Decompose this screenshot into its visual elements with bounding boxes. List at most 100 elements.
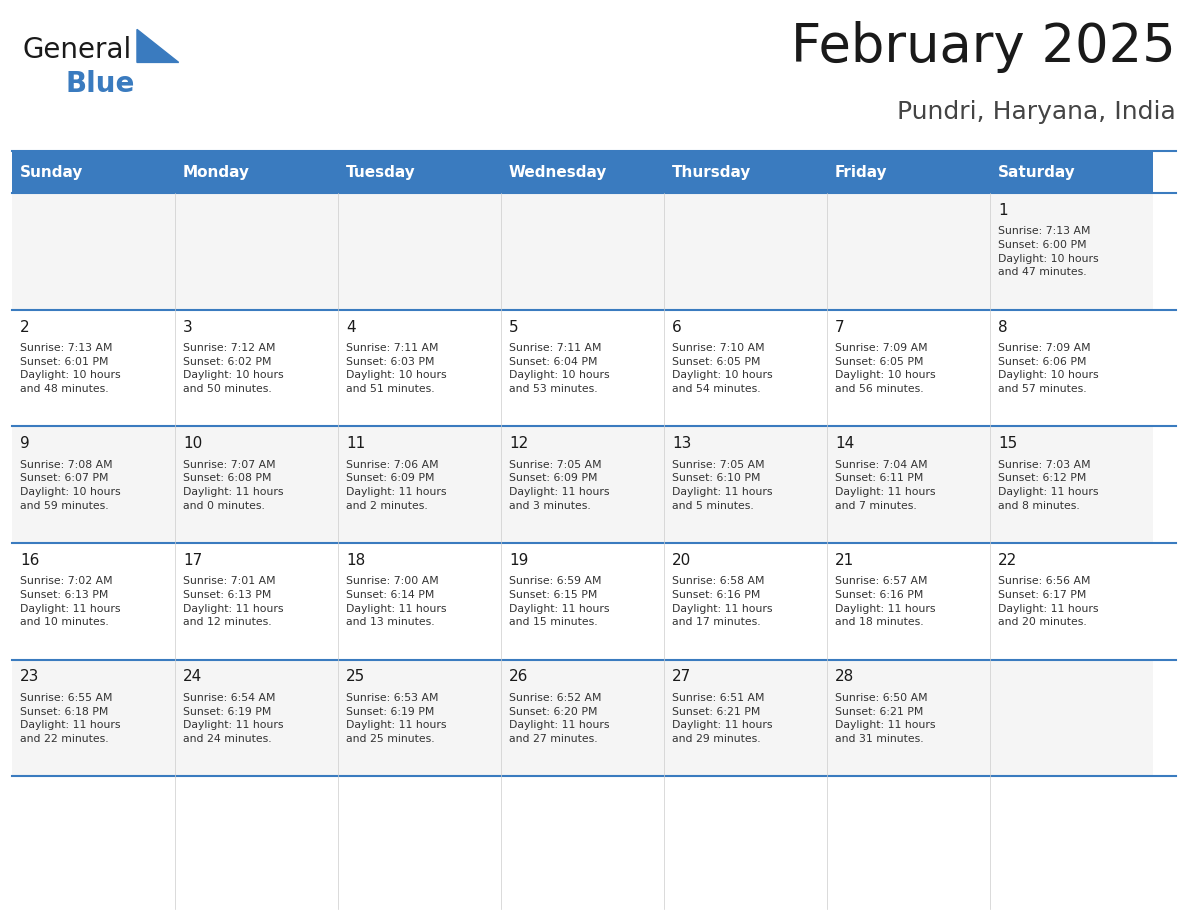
Bar — [337, 660, 501, 777]
Text: 14: 14 — [835, 436, 854, 452]
Bar — [12, 660, 175, 777]
Text: 4: 4 — [346, 319, 355, 334]
Bar — [12, 426, 175, 543]
Bar — [175, 426, 337, 543]
Text: Sunrise: 7:04 AM
Sunset: 6:11 PM
Daylight: 11 hours
and 7 minutes.: Sunrise: 7:04 AM Sunset: 6:11 PM Dayligh… — [835, 460, 935, 510]
Text: 18: 18 — [346, 553, 365, 568]
Bar — [827, 193, 990, 309]
Text: 9: 9 — [20, 436, 30, 452]
Text: 26: 26 — [508, 669, 529, 685]
Bar — [990, 660, 1152, 777]
Text: Sunrise: 7:11 AM
Sunset: 6:03 PM
Daylight: 10 hours
and 51 minutes.: Sunrise: 7:11 AM Sunset: 6:03 PM Dayligh… — [346, 343, 447, 394]
Bar — [12, 309, 175, 426]
Bar — [337, 543, 501, 660]
Text: 16: 16 — [20, 553, 39, 568]
Text: 2: 2 — [20, 319, 30, 334]
Bar — [175, 660, 337, 777]
Bar — [501, 426, 664, 543]
Bar — [12, 193, 175, 309]
Text: Sunrise: 7:08 AM
Sunset: 6:07 PM
Daylight: 10 hours
and 59 minutes.: Sunrise: 7:08 AM Sunset: 6:07 PM Dayligh… — [20, 460, 121, 510]
Text: 24: 24 — [183, 669, 202, 685]
Bar — [337, 309, 501, 426]
Text: Sunrise: 6:58 AM
Sunset: 6:16 PM
Daylight: 11 hours
and 17 minutes.: Sunrise: 6:58 AM Sunset: 6:16 PM Dayligh… — [672, 577, 772, 627]
Bar — [501, 151, 664, 193]
Bar — [664, 543, 827, 660]
Text: Sunrise: 6:56 AM
Sunset: 6:17 PM
Daylight: 11 hours
and 20 minutes.: Sunrise: 6:56 AM Sunset: 6:17 PM Dayligh… — [998, 577, 1099, 627]
Text: 22: 22 — [998, 553, 1017, 568]
Text: 7: 7 — [835, 319, 845, 334]
Text: 10: 10 — [183, 436, 202, 452]
Text: Sunrise: 7:01 AM
Sunset: 6:13 PM
Daylight: 11 hours
and 12 minutes.: Sunrise: 7:01 AM Sunset: 6:13 PM Dayligh… — [183, 577, 284, 627]
Bar — [827, 660, 990, 777]
Text: 5: 5 — [508, 319, 519, 334]
Bar — [501, 660, 664, 777]
Text: Pundri, Haryana, India: Pundri, Haryana, India — [897, 100, 1176, 124]
Text: 15: 15 — [998, 436, 1017, 452]
Bar — [664, 151, 827, 193]
Text: Friday: Friday — [835, 165, 887, 180]
Text: General: General — [23, 37, 132, 64]
Text: Sunrise: 7:05 AM
Sunset: 6:09 PM
Daylight: 11 hours
and 3 minutes.: Sunrise: 7:05 AM Sunset: 6:09 PM Dayligh… — [508, 460, 609, 510]
Text: 8: 8 — [998, 319, 1007, 334]
Text: Sunrise: 7:11 AM
Sunset: 6:04 PM
Daylight: 10 hours
and 53 minutes.: Sunrise: 7:11 AM Sunset: 6:04 PM Dayligh… — [508, 343, 609, 394]
Text: 20: 20 — [672, 553, 691, 568]
Bar — [827, 151, 990, 193]
Bar — [664, 426, 827, 543]
Bar — [12, 543, 175, 660]
Text: Sunrise: 6:57 AM
Sunset: 6:16 PM
Daylight: 11 hours
and 18 minutes.: Sunrise: 6:57 AM Sunset: 6:16 PM Dayligh… — [835, 577, 935, 627]
Bar — [175, 543, 337, 660]
Text: Blue: Blue — [65, 71, 134, 98]
Text: Sunrise: 6:51 AM
Sunset: 6:21 PM
Daylight: 11 hours
and 29 minutes.: Sunrise: 6:51 AM Sunset: 6:21 PM Dayligh… — [672, 693, 772, 744]
Text: 23: 23 — [20, 669, 39, 685]
Text: Sunrise: 7:07 AM
Sunset: 6:08 PM
Daylight: 11 hours
and 0 minutes.: Sunrise: 7:07 AM Sunset: 6:08 PM Dayligh… — [183, 460, 284, 510]
Text: Sunrise: 7:09 AM
Sunset: 6:06 PM
Daylight: 10 hours
and 57 minutes.: Sunrise: 7:09 AM Sunset: 6:06 PM Dayligh… — [998, 343, 1099, 394]
Text: Sunrise: 7:05 AM
Sunset: 6:10 PM
Daylight: 11 hours
and 5 minutes.: Sunrise: 7:05 AM Sunset: 6:10 PM Dayligh… — [672, 460, 772, 510]
Text: 3: 3 — [183, 319, 192, 334]
Bar — [501, 193, 664, 309]
Text: Sunrise: 6:55 AM
Sunset: 6:18 PM
Daylight: 11 hours
and 22 minutes.: Sunrise: 6:55 AM Sunset: 6:18 PM Dayligh… — [20, 693, 120, 744]
Bar — [501, 309, 664, 426]
Bar — [175, 193, 337, 309]
Bar — [990, 151, 1152, 193]
Text: 13: 13 — [672, 436, 691, 452]
Bar — [337, 426, 501, 543]
Text: 28: 28 — [835, 669, 854, 685]
Text: Sunrise: 6:59 AM
Sunset: 6:15 PM
Daylight: 11 hours
and 15 minutes.: Sunrise: 6:59 AM Sunset: 6:15 PM Dayligh… — [508, 577, 609, 627]
Text: Monday: Monday — [183, 165, 249, 180]
Text: February 2025: February 2025 — [791, 21, 1176, 73]
Text: Sunrise: 7:13 AM
Sunset: 6:00 PM
Daylight: 10 hours
and 47 minutes.: Sunrise: 7:13 AM Sunset: 6:00 PM Dayligh… — [998, 227, 1099, 277]
Text: Saturday: Saturday — [998, 165, 1076, 180]
Text: 6: 6 — [672, 319, 682, 334]
Bar — [337, 193, 501, 309]
Text: Sunrise: 7:02 AM
Sunset: 6:13 PM
Daylight: 11 hours
and 10 minutes.: Sunrise: 7:02 AM Sunset: 6:13 PM Dayligh… — [20, 577, 120, 627]
Text: 19: 19 — [508, 553, 529, 568]
Bar — [664, 660, 827, 777]
Text: Wednesday: Wednesday — [508, 165, 607, 180]
Bar — [990, 426, 1152, 543]
Bar — [990, 193, 1152, 309]
Polygon shape — [137, 29, 178, 62]
Text: Thursday: Thursday — [672, 165, 751, 180]
Text: 27: 27 — [672, 669, 691, 685]
Text: Sunrise: 7:10 AM
Sunset: 6:05 PM
Daylight: 10 hours
and 54 minutes.: Sunrise: 7:10 AM Sunset: 6:05 PM Dayligh… — [672, 343, 772, 394]
Bar — [827, 309, 990, 426]
Bar — [664, 193, 827, 309]
Bar — [175, 151, 337, 193]
Text: Sunrise: 6:53 AM
Sunset: 6:19 PM
Daylight: 11 hours
and 25 minutes.: Sunrise: 6:53 AM Sunset: 6:19 PM Dayligh… — [346, 693, 447, 744]
Bar — [827, 426, 990, 543]
Bar — [12, 151, 175, 193]
Text: Sunrise: 7:03 AM
Sunset: 6:12 PM
Daylight: 11 hours
and 8 minutes.: Sunrise: 7:03 AM Sunset: 6:12 PM Dayligh… — [998, 460, 1099, 510]
Bar — [337, 151, 501, 193]
Text: Sunrise: 7:09 AM
Sunset: 6:05 PM
Daylight: 10 hours
and 56 minutes.: Sunrise: 7:09 AM Sunset: 6:05 PM Dayligh… — [835, 343, 936, 394]
Text: Sunrise: 6:52 AM
Sunset: 6:20 PM
Daylight: 11 hours
and 27 minutes.: Sunrise: 6:52 AM Sunset: 6:20 PM Dayligh… — [508, 693, 609, 744]
Text: Sunrise: 6:54 AM
Sunset: 6:19 PM
Daylight: 11 hours
and 24 minutes.: Sunrise: 6:54 AM Sunset: 6:19 PM Dayligh… — [183, 693, 284, 744]
Text: Sunrise: 7:13 AM
Sunset: 6:01 PM
Daylight: 10 hours
and 48 minutes.: Sunrise: 7:13 AM Sunset: 6:01 PM Dayligh… — [20, 343, 121, 394]
Bar — [664, 309, 827, 426]
Text: Sunrise: 6:50 AM
Sunset: 6:21 PM
Daylight: 11 hours
and 31 minutes.: Sunrise: 6:50 AM Sunset: 6:21 PM Dayligh… — [835, 693, 935, 744]
Text: Sunrise: 7:00 AM
Sunset: 6:14 PM
Daylight: 11 hours
and 13 minutes.: Sunrise: 7:00 AM Sunset: 6:14 PM Dayligh… — [346, 577, 447, 627]
Bar — [175, 309, 337, 426]
Bar — [990, 309, 1152, 426]
Bar — [990, 543, 1152, 660]
Text: Sunrise: 7:12 AM
Sunset: 6:02 PM
Daylight: 10 hours
and 50 minutes.: Sunrise: 7:12 AM Sunset: 6:02 PM Dayligh… — [183, 343, 284, 394]
Text: 21: 21 — [835, 553, 854, 568]
